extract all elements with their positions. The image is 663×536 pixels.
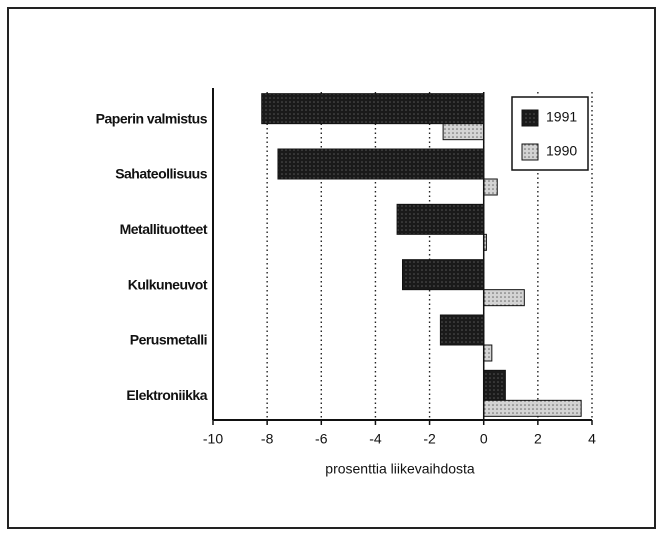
x-tick-label: -6 — [315, 431, 328, 447]
bar — [277, 148, 485, 180]
bar — [402, 259, 485, 291]
bar — [396, 203, 485, 235]
legend-label: 1990 — [546, 143, 577, 159]
bar — [483, 369, 506, 401]
legend-swatch — [521, 109, 539, 127]
x-tick-label: -4 — [369, 431, 382, 447]
bar — [483, 399, 582, 417]
y-tick-label: Perusmetalli — [130, 332, 207, 348]
x-tick-label: 2 — [534, 431, 542, 447]
x-tick-label: -10 — [203, 431, 223, 447]
bar — [439, 314, 485, 346]
bar — [483, 289, 525, 307]
y-tick-label: Metallituotteet — [120, 221, 208, 237]
bar — [442, 123, 485, 141]
x-tick-label: 4 — [588, 431, 596, 447]
legend-label: 1991 — [546, 109, 577, 125]
y-tick-label: Kulkuneuvot — [128, 276, 208, 292]
y-tick-label: Paperin valmistus — [96, 110, 208, 126]
legend: 1991 1990 — [511, 96, 589, 171]
x-tick-label: -2 — [423, 431, 436, 447]
bar — [483, 178, 498, 196]
bar — [483, 344, 493, 362]
frame — [7, 7, 656, 529]
x-tick-label: 0 — [480, 431, 488, 447]
x-axis-label: prosenttia liikevaihdosta — [325, 461, 475, 477]
y-tick-label: Elektroniikka — [126, 387, 207, 403]
y-tick-label: Sahateollisuus — [115, 166, 208, 182]
legend-swatch — [521, 143, 539, 161]
x-tick-label: -8 — [261, 431, 274, 447]
bar — [261, 93, 485, 125]
